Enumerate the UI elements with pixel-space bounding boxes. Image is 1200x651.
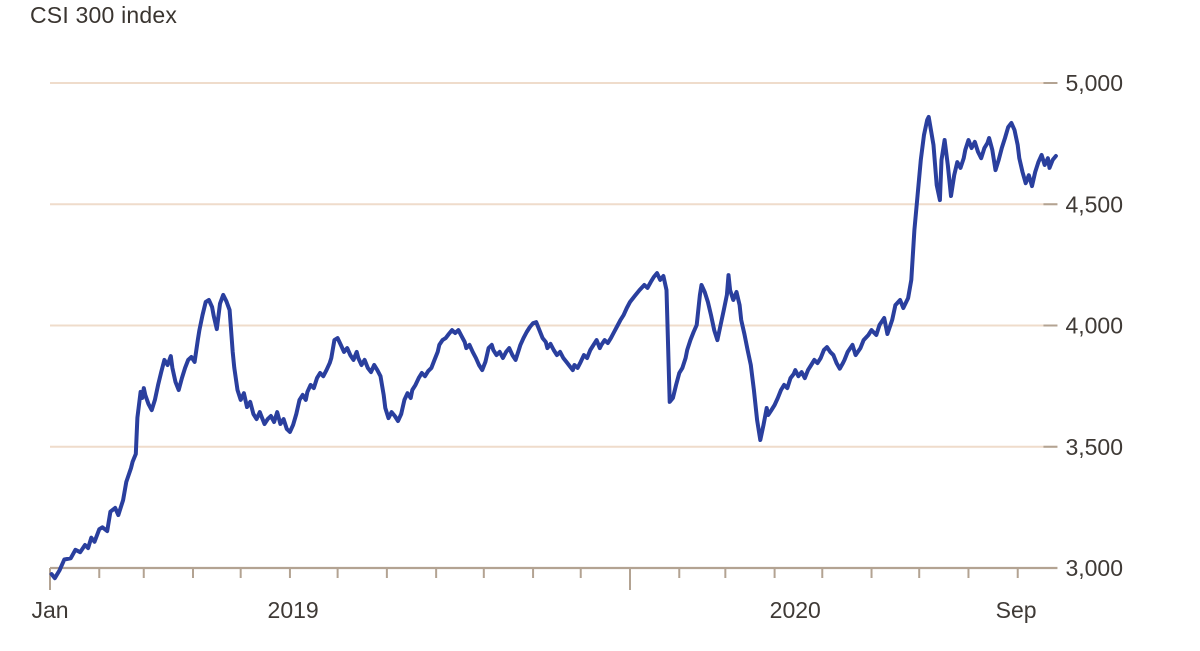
y-tick-label: 3,500	[1065, 434, 1123, 460]
y-tick-label: 5,000	[1065, 70, 1123, 96]
x-tick-label: 2019	[268, 597, 319, 623]
x-tick-label: Jan	[31, 597, 68, 623]
x-tick-label: Sep	[996, 597, 1037, 623]
price-line	[49, 114, 1058, 581]
x-tick-label: 2020	[770, 597, 821, 623]
y-tick-label: 4,500	[1065, 191, 1123, 217]
y-tick-label: 4,000	[1065, 313, 1123, 339]
chart-title: CSI 300 index	[30, 2, 178, 28]
y-tick-label: 3,000	[1065, 555, 1123, 581]
